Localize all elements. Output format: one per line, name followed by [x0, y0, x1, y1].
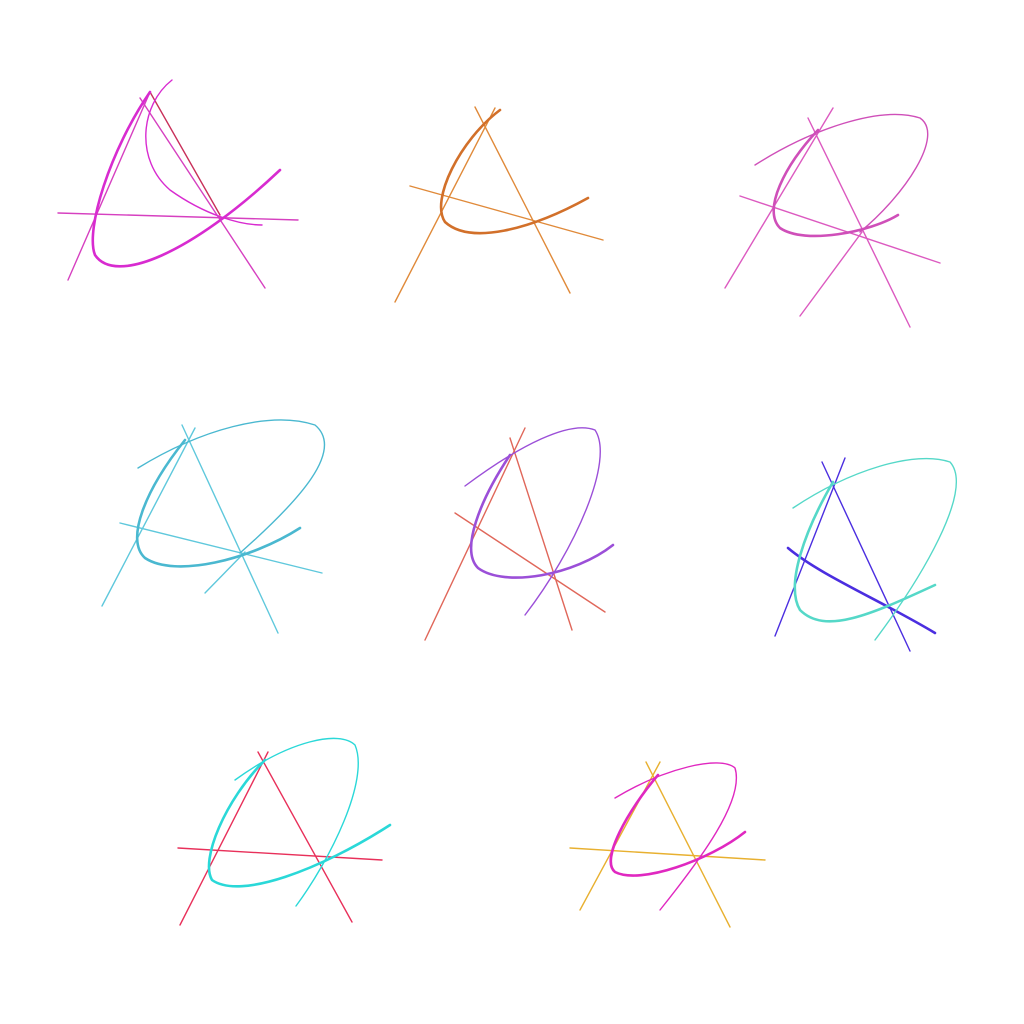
glyph-5-loop — [469, 453, 615, 579]
glyph-2-crossbar — [409, 185, 604, 241]
glyph-6-outer-loop — [792, 457, 957, 641]
glyph-4-outer-loop — [137, 419, 326, 554]
glyph-4-loop — [135, 438, 302, 568]
glyph-5-crossbar — [454, 512, 606, 613]
glyph-5-left-stroke — [424, 427, 526, 641]
glyph-7-outer-loop — [234, 737, 359, 907]
glyph-8-crossbar — [569, 847, 766, 861]
glyph-7-right-stroke — [257, 751, 353, 923]
glyph-7-loop — [207, 758, 392, 888]
glyph-6-loop — [793, 480, 937, 623]
glyph-5 — [424, 427, 615, 641]
glyph-2-loop — [439, 108, 590, 235]
glyph-8 — [569, 761, 766, 928]
glyph-1-accent-line — [149, 91, 221, 216]
glyph-4-crossbar — [119, 522, 323, 574]
glyph-6 — [774, 457, 957, 652]
glyph-8-outer-loop — [614, 762, 738, 911]
glyph-3-tail — [799, 231, 863, 317]
glyph-6-right-stroke — [821, 461, 911, 652]
glyph-3-outer-loop — [754, 113, 929, 233]
glyph-8-right-stroke — [645, 761, 731, 928]
glyph-2 — [394, 106, 604, 303]
glyph-1-right-stroke — [139, 97, 266, 289]
glyph-4-tail — [204, 551, 246, 594]
glyph-5-right-stroke — [509, 437, 573, 631]
glyph-7 — [177, 737, 392, 926]
glyph-3 — [724, 107, 941, 328]
glyph-5-outer-loop — [464, 427, 601, 616]
glyph-8-left-stroke — [579, 761, 661, 911]
glyph-1-inner-loop — [145, 79, 263, 226]
glyph-4-right-stroke — [181, 424, 279, 634]
glyph-6-crossbar — [786, 546, 937, 635]
glyph-2-left-stroke — [394, 107, 496, 303]
glyph-4 — [101, 419, 326, 634]
glyph-1-crossbar — [57, 212, 299, 221]
glyph-7-left-stroke — [179, 751, 269, 926]
glyph-1-loop — [91, 90, 282, 268]
glyph-2-right-stroke — [474, 106, 571, 294]
glyph-3-loop — [772, 128, 900, 238]
glyph-4-left-stroke — [101, 427, 196, 607]
glyph-8-loop — [609, 773, 747, 877]
glyph-3-crossbar — [739, 195, 941, 264]
glyph-3-left-stroke — [724, 107, 834, 289]
glyph-1 — [57, 79, 299, 289]
glyph-3-right-stroke — [807, 117, 911, 328]
glyph-1-left-stroke — [67, 91, 151, 281]
